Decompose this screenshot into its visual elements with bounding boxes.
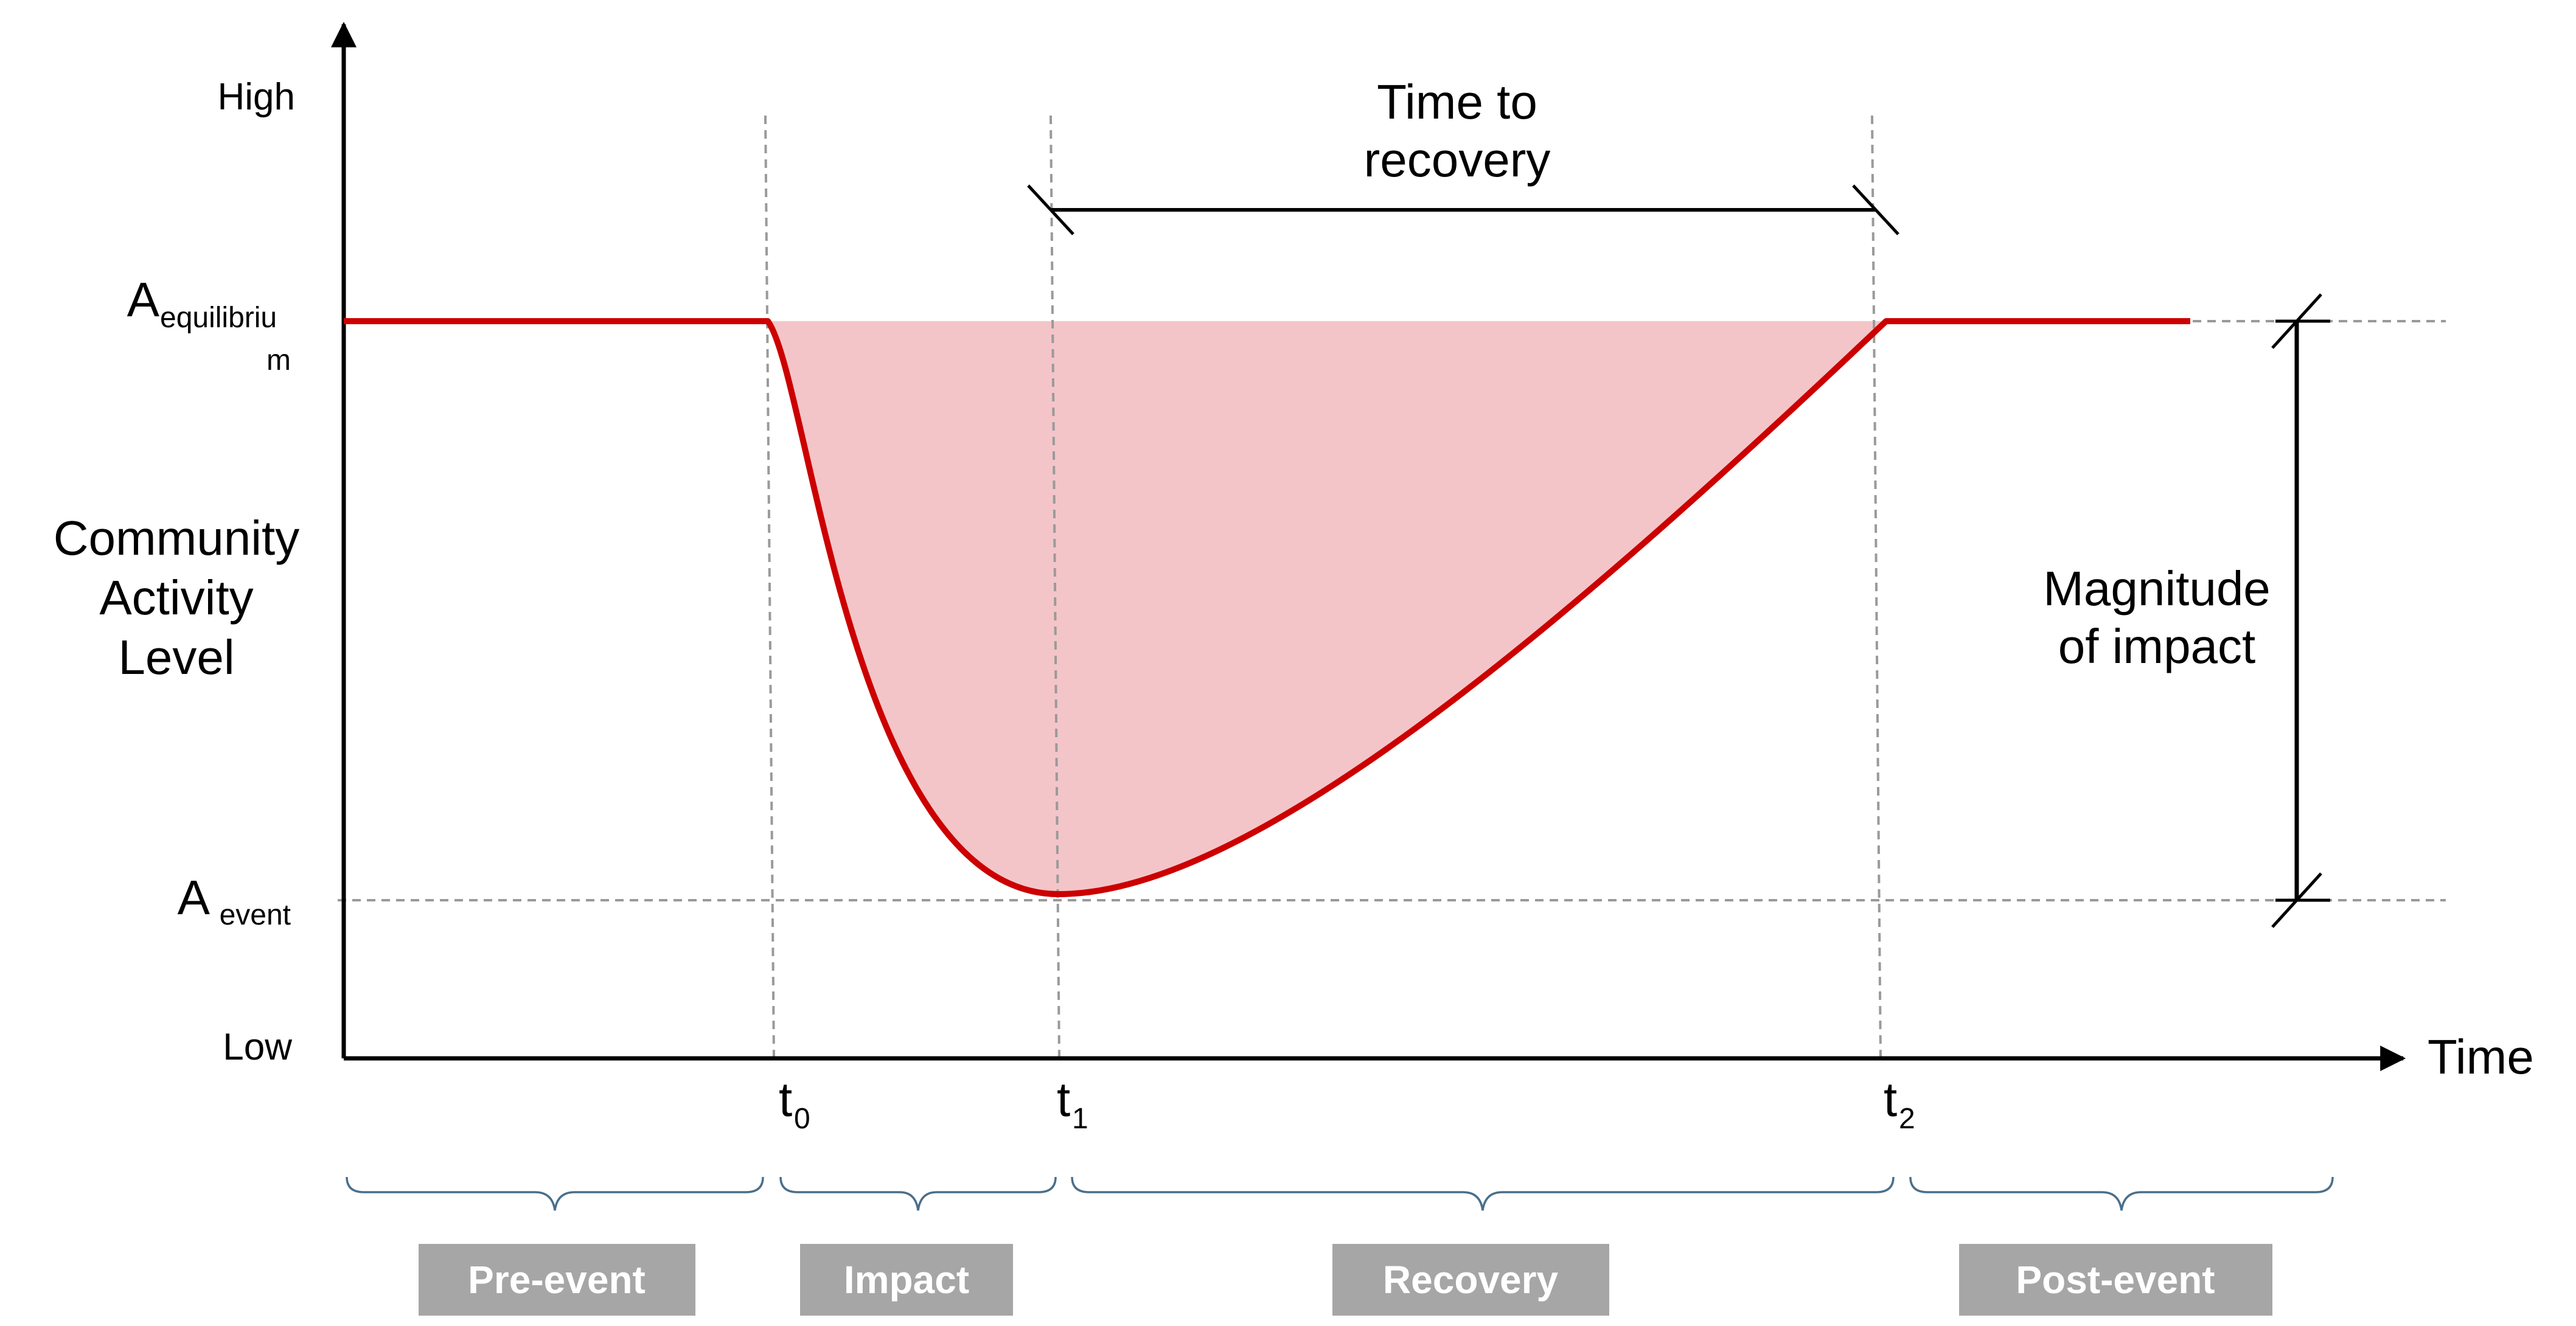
magnitude-line-2: of impact: [2058, 619, 2256, 673]
equilibrium-label-base: A: [127, 272, 160, 327]
time-to-recovery-line-1: Time to: [1377, 75, 1537, 129]
phase-label-recovery: Recovery: [1383, 1258, 1559, 1302]
phase-label-pre-event: Pre-event: [468, 1258, 646, 1302]
equilibrium-label-sub-2: m: [266, 344, 291, 377]
event-label-base: A: [178, 870, 211, 925]
brace-post-event: [1909, 1176, 2334, 1211]
y-high-label: High: [217, 76, 295, 118]
y-title-line-3: Level: [118, 630, 234, 684]
magnitude-tick-bottom: [2271, 872, 2322, 928]
equilibrium-label-sub-1: equilibriu: [160, 302, 277, 334]
phase-label-post-event: Post-event: [2016, 1258, 2215, 1302]
t0-label-sub: 0: [794, 1103, 810, 1135]
t1-label-sub: 1: [1072, 1103, 1088, 1135]
magnitude-tick-top: [2271, 293, 2322, 349]
magnitude-line-1: Magnitude: [2043, 561, 2271, 616]
t0-dashed-line: [764, 115, 775, 1059]
t0-label-base: t: [779, 1072, 792, 1126]
activity-curve: [344, 318, 2190, 897]
phase-box-post-event: [1959, 1244, 2272, 1316]
y-title-line-1: Community: [54, 511, 300, 565]
impact-area: [768, 321, 1886, 894]
y-title-line-2: Activity: [99, 571, 253, 625]
x-title: Time: [2428, 1030, 2534, 1084]
t1-dashed-line: [1050, 115, 1060, 1059]
time-to-recovery-tick-left: [1027, 184, 1074, 235]
time-to-recovery-line-2: recovery: [1364, 133, 1551, 187]
t2-label-sub: 2: [1899, 1103, 1915, 1135]
t2-label-base: t: [1884, 1072, 1897, 1126]
phase-label-impact: Impact: [844, 1258, 969, 1302]
time-to-recovery-tick-right: [1852, 184, 1899, 235]
brace-pre-event: [346, 1176, 764, 1211]
y-low-label: Low: [223, 1026, 292, 1068]
t2-dashed-line: [1871, 115, 1882, 1059]
brace-recovery: [1071, 1176, 1895, 1211]
t1-label-base: t: [1057, 1072, 1070, 1126]
phase-box-pre-event: [419, 1244, 695, 1316]
event-label-sub: event: [220, 899, 291, 931]
phase-box-impact: [800, 1244, 1013, 1316]
phase-box-recovery: [1332, 1244, 1609, 1316]
brace-impact: [779, 1176, 1057, 1211]
